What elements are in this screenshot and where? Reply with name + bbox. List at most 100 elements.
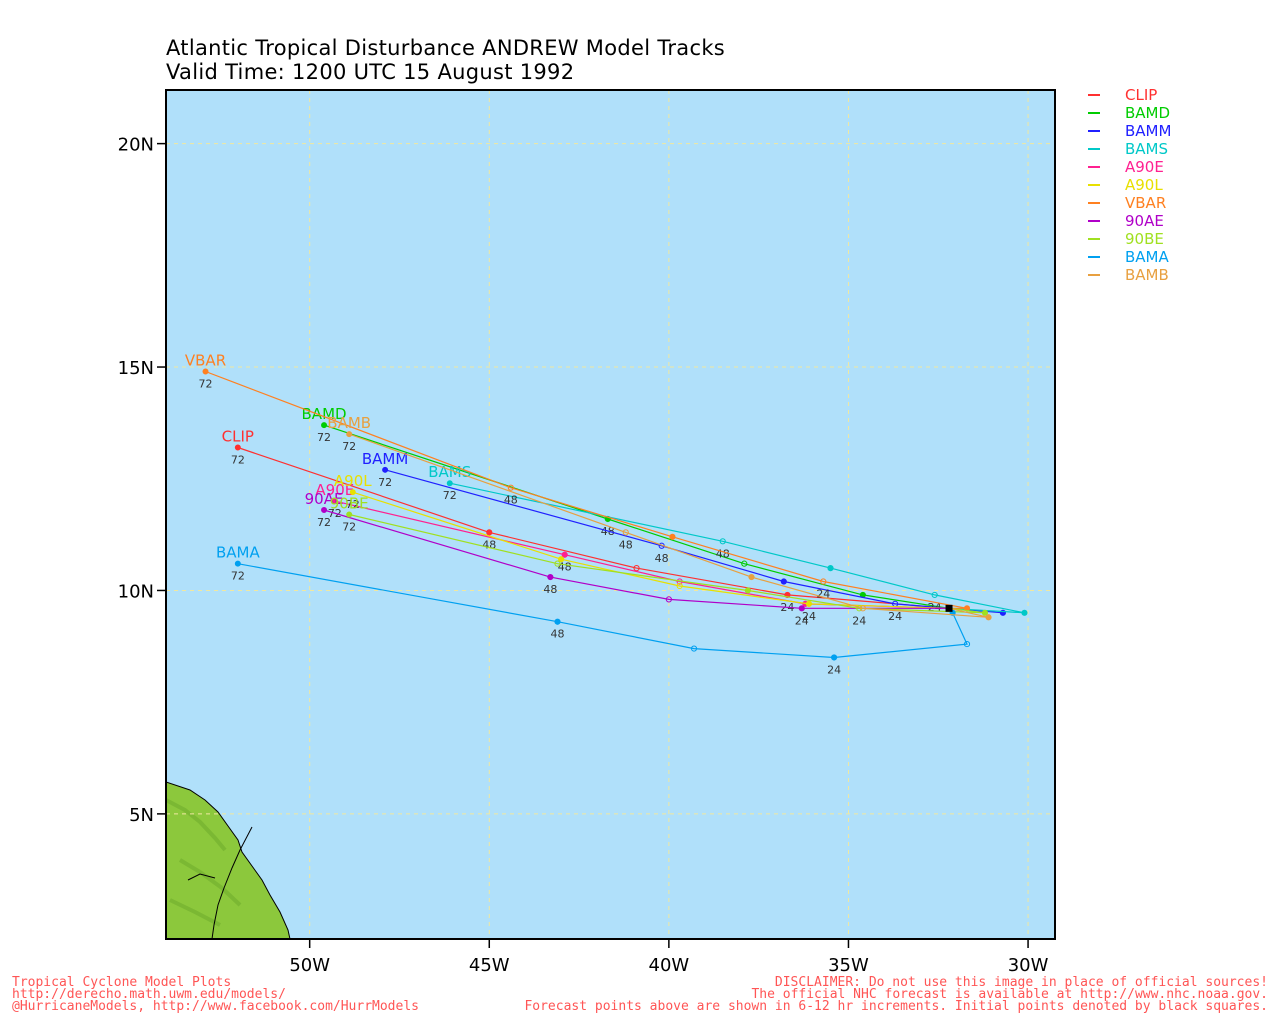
legend-item-bamd: BAMD <box>1088 104 1171 122</box>
legend-item-clip: CLIP <box>1088 86 1171 104</box>
initial-point-square <box>945 604 953 612</box>
track-line-bams <box>449 482 1025 614</box>
border-line-2 <box>187 873 216 881</box>
legend-swatch <box>1088 220 1100 222</box>
track-end-label: VBAR <box>185 352 226 370</box>
legend-label: 90BE <box>1125 230 1164 248</box>
tau-label: 48 <box>504 494 518 507</box>
tau-label: 72 <box>317 516 331 529</box>
tau-label: 24 <box>795 614 809 627</box>
x-tick-label-2: 40W <box>649 955 690 976</box>
legend-label: BAMM <box>1125 122 1172 140</box>
track-point <box>554 618 561 625</box>
track-point <box>1021 609 1028 616</box>
track-point <box>346 511 353 518</box>
legend-item-a90l: A90L <box>1088 176 1171 194</box>
tau-label: 72 <box>317 431 331 444</box>
y-tick-label-0: 5N <box>129 805 154 826</box>
track-bama: 24 48 72 BAMA <box>216 544 971 676</box>
legend-swatch <box>1088 238 1100 240</box>
track-point <box>331 498 338 505</box>
tau-label: 48 <box>551 628 565 641</box>
track-point <box>719 538 726 545</box>
track-point <box>321 507 328 514</box>
track-line-clip <box>237 446 950 609</box>
initial-point-marker <box>945 604 953 612</box>
track-point <box>963 640 971 648</box>
track-end-label: BAMS <box>428 463 471 481</box>
footer-line: The official NHC forecast is available a… <box>751 987 1268 1002</box>
plot-frame <box>165 89 1056 940</box>
x-tick-label-3: 35W <box>828 955 869 976</box>
tau-label: 48 <box>482 538 496 551</box>
track-end-label: BAMM <box>362 450 408 468</box>
track-point <box>507 484 514 491</box>
track-point <box>820 578 827 585</box>
tau-label: 48 <box>716 547 730 560</box>
track-point <box>558 556 565 563</box>
track-end-label: A90L <box>334 472 372 490</box>
legend-item-90ae: 90AE <box>1088 212 1171 230</box>
tau-label: 48 <box>543 583 557 596</box>
track-point <box>859 605 866 612</box>
track-end-label: BAMA <box>216 544 260 562</box>
legend-item-90be: 90BE <box>1088 230 1171 248</box>
track-point <box>744 587 751 594</box>
model-tracks: 244872CLIP4872BAMD244872BAMM244872BAMS48… <box>185 352 1028 676</box>
track-point <box>382 466 389 473</box>
track-end-label: BAMD <box>302 405 347 423</box>
track-line-bamm <box>384 469 1003 614</box>
tau-label: 72 <box>342 440 356 453</box>
track-line-90be <box>349 513 986 614</box>
legend-swatch <box>1088 256 1100 258</box>
tau-label: 72 <box>342 521 356 534</box>
legend-label: CLIP <box>1125 86 1158 104</box>
tau-label: 24 <box>852 614 866 627</box>
tau-label: 72 <box>346 498 360 511</box>
y-tick-label-1: 10N <box>118 581 154 602</box>
legend-label: A90E <box>1125 158 1164 176</box>
tau-label: 72 <box>378 476 392 489</box>
track-point <box>798 605 805 612</box>
track-point <box>665 596 672 603</box>
track-point <box>234 444 241 451</box>
track-point <box>805 600 813 607</box>
x-tick-label-1: 45W <box>469 955 510 976</box>
legend-label: BAMB <box>1125 266 1169 284</box>
track-end-label: BAMB <box>327 414 371 432</box>
y-tick-label-3: 20N <box>118 135 154 156</box>
track-point <box>547 573 554 581</box>
track-clip: 24 48 72 CLIP <box>222 427 950 614</box>
legend-swatch <box>1088 274 1100 276</box>
track-point <box>690 645 698 652</box>
map-valid-time: Valid Time: 1200 UTC 15 August 1992 <box>166 60 575 84</box>
tau-label: 72 <box>443 489 457 502</box>
track-point <box>741 560 748 567</box>
track-point <box>985 614 992 621</box>
track-point <box>234 560 241 567</box>
legend-swatch <box>1088 112 1100 114</box>
track-point <box>349 489 356 496</box>
track-vbar: 24 48 72 VBAR <box>185 352 971 612</box>
tau-label: 72 <box>199 378 213 391</box>
y-tick-label-2: 15N <box>118 358 154 379</box>
track-end-label: 90AE <box>305 490 344 508</box>
tau-label: 24 <box>827 663 841 676</box>
ocean-background <box>166 90 1055 939</box>
footer-line: http://derecho.math.uwm.edu/models/ <box>12 987 286 1002</box>
track-point <box>830 654 838 661</box>
tau-label: 72 <box>231 570 245 583</box>
track-point <box>446 480 453 487</box>
legend-swatch <box>1088 184 1100 186</box>
legend-swatch <box>1088 130 1100 132</box>
legend-swatch <box>1088 166 1100 168</box>
lat-lon-grid <box>166 90 1055 939</box>
tau-label: 24 <box>888 610 902 623</box>
legend-label: BAMA <box>1125 248 1169 266</box>
tau-label: 48 <box>655 552 669 565</box>
footer-credits: Tropical Cyclone Model Plots http://derec… <box>12 976 419 1013</box>
tau-label: 48 <box>619 538 633 551</box>
track-bamm: 24 48 72 BAMM <box>362 450 1007 623</box>
